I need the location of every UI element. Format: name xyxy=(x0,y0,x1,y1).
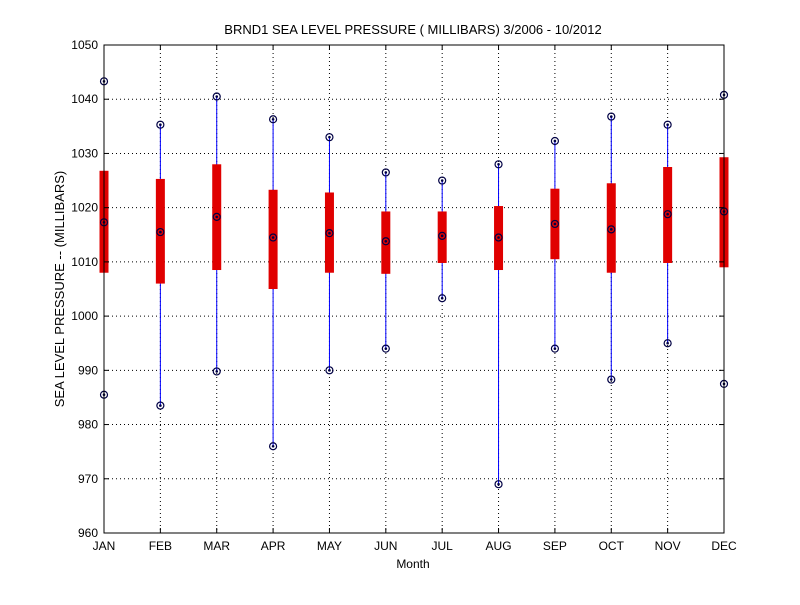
median-marker xyxy=(381,237,390,246)
median-marker-dot xyxy=(159,230,162,234)
min-marker xyxy=(381,344,390,353)
x-tick-label: NOV xyxy=(655,539,681,553)
max-marker xyxy=(325,133,334,142)
min-marker-dot xyxy=(384,347,388,350)
min-marker xyxy=(212,367,221,376)
min-marker-dot xyxy=(328,369,331,372)
median-marker xyxy=(494,233,503,242)
max-marker-dot xyxy=(497,162,500,166)
iqr-box xyxy=(606,183,616,273)
min-marker-dot xyxy=(553,347,557,350)
max-marker-dot xyxy=(609,115,613,118)
max-marker-dot xyxy=(384,171,388,174)
median-marker-dot xyxy=(440,234,444,238)
max-marker-dot xyxy=(440,179,444,182)
y-tick-label: 980 xyxy=(78,418,98,432)
y-tick-label: 990 xyxy=(78,363,98,377)
max-marker-dot xyxy=(328,135,331,139)
iqr-box xyxy=(268,189,278,289)
plot-frame xyxy=(103,44,725,534)
x-tick-label: APR xyxy=(261,539,286,553)
median-marker-dot xyxy=(271,236,275,239)
x-axis-label: Month xyxy=(396,557,429,571)
x-tick-label: OCT xyxy=(599,539,625,553)
median-marker xyxy=(438,231,447,240)
grid-lines xyxy=(104,45,724,533)
y-tick-label: 1040 xyxy=(71,92,98,106)
max-marker xyxy=(663,120,672,129)
max-marker xyxy=(156,120,165,129)
median-marker xyxy=(156,227,165,237)
max-marker-dot xyxy=(666,123,669,127)
x-tick-label: AUG xyxy=(486,539,512,553)
median-marker-dot xyxy=(328,231,331,235)
min-marker xyxy=(156,401,165,410)
median-marker xyxy=(268,233,278,242)
max-marker xyxy=(494,160,503,169)
y-tick-label: 1030 xyxy=(71,146,98,160)
min-marker-dot xyxy=(271,444,275,448)
x-tick-label: JUL xyxy=(432,539,454,553)
max-marker xyxy=(212,92,221,101)
x-tick-label: FEB xyxy=(149,539,172,553)
max-marker xyxy=(381,168,390,177)
y-tick-label: 1000 xyxy=(71,309,98,323)
median-marker-dot xyxy=(384,239,388,243)
axes: 960 970 980 990 1000 1010 1020 1030 1040 1050 JAN F… xyxy=(71,38,737,553)
median-marker-dot xyxy=(215,215,219,219)
min-marker-dot xyxy=(440,296,444,300)
median-marker-dot xyxy=(666,212,669,216)
plot-area xyxy=(99,77,729,489)
min-marker xyxy=(325,366,334,375)
iqr-box xyxy=(437,211,447,263)
x-tick-label: MAR xyxy=(203,539,230,553)
min-marker xyxy=(550,344,560,353)
min-marker xyxy=(268,442,278,451)
x-tick-label: JAN xyxy=(93,539,116,553)
y-tick-label: 1020 xyxy=(71,201,98,215)
min-marker-dot xyxy=(159,404,162,407)
min-marker-dot xyxy=(609,378,613,381)
max-marker-dot xyxy=(553,139,557,143)
min-marker xyxy=(607,375,616,384)
median-marker xyxy=(212,212,221,221)
chart-title: BRND1 SEA LEVEL PRESSURE ( MILLIBARS) 3/… xyxy=(224,22,601,37)
y-tick-label: 1010 xyxy=(71,255,98,269)
median-marker-dot xyxy=(609,228,613,231)
median-marker-dot xyxy=(553,222,557,226)
x-tick-label: MAY xyxy=(317,539,342,553)
y-tick-label: 970 xyxy=(78,472,98,486)
max-marker xyxy=(550,136,560,146)
max-marker xyxy=(607,112,616,121)
y-tick-label: 960 xyxy=(78,526,98,540)
min-marker-dot xyxy=(215,370,219,373)
min-marker-dot xyxy=(666,341,669,345)
min-marker-dot xyxy=(497,482,500,486)
median-marker xyxy=(607,225,616,234)
min-marker xyxy=(663,339,672,348)
max-marker-dot xyxy=(215,95,219,98)
median-marker-dot xyxy=(497,236,500,239)
max-marker-dot xyxy=(271,117,275,121)
x-tick-label: DEC xyxy=(711,539,737,553)
x-tick-label: SEP xyxy=(543,539,567,553)
y-axis-label: SEA LEVEL PRESSURE -- (MILLIBARS) xyxy=(52,171,67,407)
max-marker xyxy=(268,115,278,124)
max-marker-dot xyxy=(159,123,162,127)
iqr-box xyxy=(381,211,391,274)
min-marker xyxy=(438,294,447,303)
median-marker xyxy=(663,210,672,219)
x-tick-label: JUN xyxy=(374,539,397,553)
min-marker xyxy=(494,480,503,489)
y-tick-label: 1050 xyxy=(71,38,98,52)
median-marker xyxy=(550,219,560,229)
median-marker xyxy=(325,229,334,238)
max-marker xyxy=(438,176,447,185)
